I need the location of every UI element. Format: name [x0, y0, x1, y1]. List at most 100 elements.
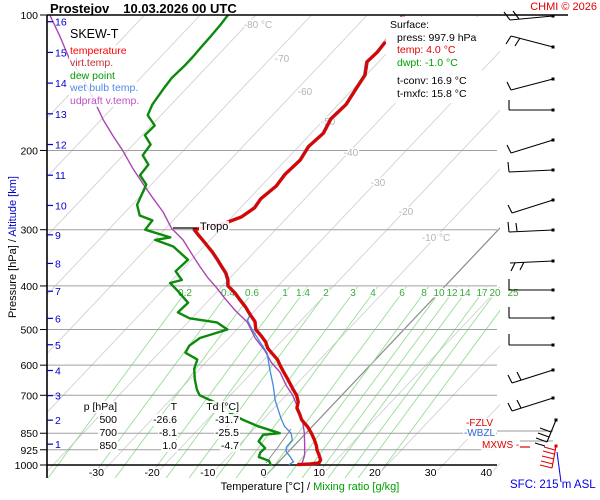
isotherm-label: -10 °C: [422, 233, 450, 244]
temp-tick-label: 20: [369, 467, 381, 479]
cell-500-t: -26.6: [152, 414, 178, 426]
altitude-tick-label: 11: [55, 170, 66, 182]
mixing-ratio-label: 14: [459, 288, 471, 299]
wet-bulb-zero-label: -WBZL: [463, 428, 497, 439]
cell-700-td: -25.5: [214, 427, 240, 439]
wind-barb: [539, 444, 558, 469]
temp-tick-label: 30: [425, 467, 437, 479]
surface-elevation-label: SFC: 215 m ASL: [510, 479, 596, 491]
cell-500-td: -31.7: [214, 414, 240, 426]
temp-tick-label: 0: [261, 467, 267, 479]
chmi-copyright-link[interactable]: CHMI © 2026: [530, 1, 597, 13]
mixing-ratio-label: 1.4: [296, 288, 310, 299]
mixing-ratio-label: 8: [421, 288, 427, 299]
cell-500-p: 500: [98, 414, 118, 426]
isotherm-label: -80 °C: [244, 20, 272, 31]
mixing-ratio-line: [188, 286, 331, 478]
mixing-ratio-line: [114, 286, 257, 478]
isotherm-line: [485, 462, 500, 478]
legend-title: SKEW-T: [69, 27, 120, 41]
pressure-tick-label: 850: [20, 428, 38, 440]
isotherm-label: -40: [344, 148, 359, 159]
isotherm-line: [207, 168, 500, 478]
altitude-tick-label: 13: [55, 109, 67, 121]
temp-tick-label: -20: [145, 467, 160, 479]
isotherm-line: [47, 15, 312, 296]
table-row: 850 1.0 -4.7: [66, 440, 240, 453]
max-wind-speed-label: MXWS -: [481, 440, 521, 451]
altitude-tick-label: 10: [55, 200, 67, 212]
mixing-ratio-line: [375, 309, 500, 478]
mixing-ratio-label: 2: [323, 288, 329, 299]
page-title: Prostejov 10.03.2026 00 UTC: [50, 1, 237, 16]
mixing-ratio-label: 1: [282, 288, 288, 299]
surface-info-box: Surface: press: 997.9 hPa temp: 4.0 °C d…: [386, 17, 483, 103]
isotherm-line: [47, 15, 368, 355]
altitude-tick-label: 1: [55, 439, 61, 451]
isotherm-line: [47, 15, 257, 237]
surface-temperature: temp: 4.0 °C: [397, 44, 456, 56]
curve-legend: SKEW-T temperature virt.temp. dew point …: [69, 27, 141, 107]
wind-barb: [506, 77, 555, 91]
altitude-tick-label: 16: [55, 17, 67, 29]
pressure-tick-label: 400: [20, 281, 38, 293]
mixing-ratio-label: 4: [370, 288, 376, 299]
mixing-ratio-line: [264, 286, 407, 478]
wind-barb: [507, 221, 555, 233]
mixing-ratio-line: [235, 286, 378, 478]
surface-box-title: Surface:: [390, 19, 430, 31]
isotherm-line: [263, 227, 500, 478]
altitude-tick-label: 14: [55, 78, 67, 90]
isotherm-line: [318, 286, 500, 478]
pressure-tick-label: 600: [20, 360, 38, 372]
altitude-tick-label: 9: [55, 230, 61, 242]
x-axis-temp-label: Temperature [°C]: [220, 481, 304, 493]
pressure-tick-label: 500: [20, 325, 38, 337]
altitude-tick-label: 8: [55, 258, 61, 270]
isotherm-label: -70: [275, 54, 290, 65]
legend-item-temperature: temperature: [69, 44, 128, 57]
mixing-ratio-line: [327, 286, 470, 478]
wind-barb: [507, 161, 555, 173]
col-header-pressure: p [hPa]: [82, 401, 118, 413]
altitude-tick-label: 6: [55, 313, 61, 325]
isotherm-label: -60: [298, 87, 313, 98]
pressure-tick-label: 200: [20, 145, 38, 157]
altitude-tick-label: 5: [55, 340, 61, 352]
mixing-ratio-line: [47, 286, 190, 478]
t-mxfc-value: t-mxfc: 15.8 °C: [397, 87, 467, 100]
y-axis-pressure-label: Pressure [hPa]: [7, 245, 19, 318]
isotherm-label: -30: [371, 178, 386, 189]
tropopause-label: Tropo: [199, 221, 230, 233]
dew-point-curve: [135, 15, 281, 466]
pressure-tick-label: 1000: [15, 460, 39, 472]
x-axis-mixing-label: Mixing ratio [g/kg]: [313, 481, 400, 493]
mixing-ratio-line: [344, 286, 487, 478]
isotherm-line: [374, 345, 500, 478]
altitude-tick-label: 3: [55, 391, 61, 403]
temp-tick-label: 40: [480, 467, 492, 479]
y-axis-altitude-label: Altitude [km]: [7, 176, 19, 237]
wind-barb: [508, 334, 555, 347]
mixing-ratio-label: 10: [433, 288, 445, 299]
legend-item-virt-temp: virt.temp.: [69, 57, 115, 70]
pressure-tick-label: 300: [20, 225, 38, 237]
altitude-tick-label: 4: [55, 366, 61, 378]
col-header-dewpoint: Td [°C]: [205, 401, 240, 413]
temp-tick-label: 10: [313, 467, 325, 479]
mixing-ratio-label: 0.2: [178, 288, 192, 299]
surface-adiabat-line: [265, 428, 292, 464]
mixing-ratio-line: [357, 286, 500, 478]
col-header-temp: T: [169, 401, 178, 413]
mixing-ratio-line: [301, 286, 444, 478]
temperature-curve: [193, 15, 405, 466]
sfc-pointer-line: [556, 451, 562, 483]
x-axis-caption: Temperature [°C] / Mixing ratio [g/kg]: [220, 481, 400, 493]
temp-tick-label: -30: [89, 467, 104, 479]
cell-700-t: -8.1: [157, 427, 178, 439]
surface-pressure: press: 997.9 hPa: [397, 31, 477, 44]
table-header-row: p [hPa] T Td [°C]: [66, 401, 240, 414]
table-row: 700 -8.1 -25.5: [66, 427, 240, 440]
legend-item-dew-point: dew point: [69, 69, 116, 82]
